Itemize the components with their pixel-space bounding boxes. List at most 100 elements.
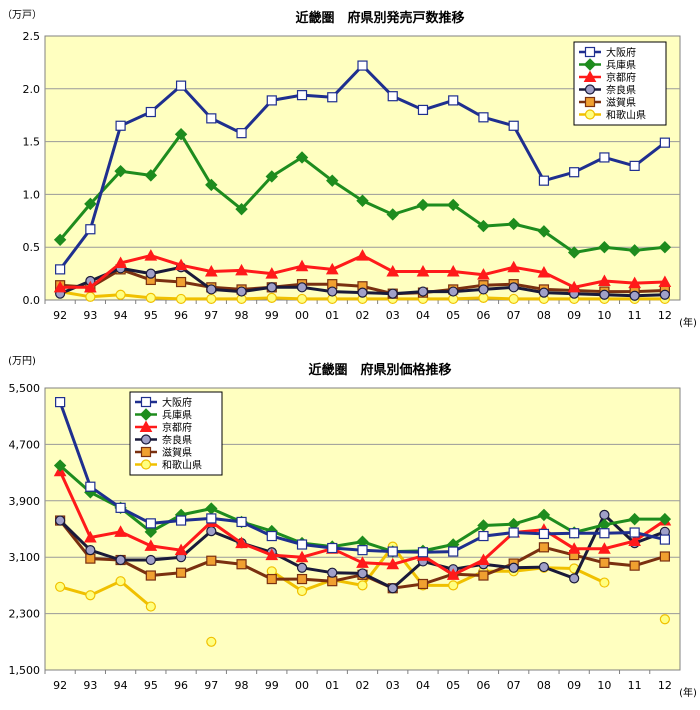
- data-point: [296, 293, 308, 305]
- legend-entry: 奈良県: [606, 84, 636, 97]
- data-point: [478, 292, 489, 303]
- x-tick-label: 12: [658, 309, 672, 322]
- x-tick-label: 03: [386, 309, 400, 322]
- x-tick-label: 05: [446, 309, 460, 322]
- data-point: [174, 543, 188, 556]
- x-tick-label: 96: [174, 679, 188, 692]
- data-point: [598, 240, 611, 254]
- data-point: [599, 528, 610, 539]
- data-point: [478, 530, 489, 542]
- data-point: [55, 581, 66, 592]
- data-point: [145, 570, 156, 581]
- data-point: [538, 175, 550, 186]
- legend-entry: 兵庫県: [606, 59, 636, 72]
- data-point: [567, 280, 581, 293]
- data-point: [206, 555, 217, 566]
- data-point: [175, 515, 187, 526]
- y-axis-unit: (万円): [8, 356, 36, 367]
- data-point: [296, 573, 308, 585]
- data-point: [508, 527, 519, 538]
- data-point: [629, 290, 640, 301]
- y-tick-label: 3,900: [9, 495, 41, 508]
- data-point: [659, 534, 670, 545]
- legend-entry: 滋賀県: [162, 446, 192, 459]
- data-point: [417, 578, 429, 590]
- x-tick-label: 93: [83, 309, 97, 322]
- x-tick-label: 94: [114, 309, 128, 322]
- legend-entry: 和歌山県: [606, 109, 646, 122]
- data-point: [84, 197, 97, 211]
- x-tick-label: 00: [295, 309, 309, 322]
- y-tick-label: 2.0: [23, 83, 41, 96]
- y-tick-label: 0.5: [23, 241, 41, 254]
- x-tick-label: 99: [265, 309, 279, 322]
- data-point: [145, 601, 156, 612]
- data-point: [357, 580, 368, 591]
- data-point: [538, 542, 550, 553]
- data-point: [174, 258, 188, 271]
- data-point: [206, 113, 217, 124]
- data-point: [265, 267, 279, 279]
- data-point: [567, 246, 581, 259]
- data-point: [416, 198, 430, 212]
- x-tick-label: 97: [204, 679, 218, 692]
- data-point: [508, 293, 519, 305]
- data-point: [387, 546, 398, 557]
- x-axis-unit: (年): [679, 316, 697, 329]
- legend-marker: [139, 408, 153, 421]
- x-tick-label: 02: [356, 309, 370, 322]
- legend-marker: [584, 96, 596, 108]
- x-tick-label: 04: [416, 309, 430, 322]
- data-point: [567, 542, 581, 554]
- data-point: [659, 614, 670, 625]
- legend-entry: 大阪府: [162, 396, 192, 409]
- x-tick-label: 03: [386, 679, 400, 692]
- data-point: [145, 268, 156, 279]
- data-point: [569, 573, 580, 584]
- data-point: [115, 576, 126, 587]
- legend-entry: 滋賀県: [606, 96, 636, 109]
- data-point: [174, 128, 188, 141]
- data-point: [206, 526, 217, 537]
- data-point: [658, 275, 672, 288]
- data-point: [538, 561, 550, 573]
- x-tick-label: 92: [53, 679, 67, 692]
- data-point: [507, 260, 521, 273]
- data-point: [357, 568, 368, 579]
- chart-title: 近畿圏 府県別発売戸数推移: [295, 10, 464, 26]
- data-point: [629, 527, 640, 538]
- data-point: [84, 280, 97, 293]
- data-point: [84, 530, 97, 543]
- data-point: [115, 289, 126, 300]
- chart-supply-units: 近畿圏 府県別発売戸数推移 （万戸） 0.0 0.5 1.0 1.5 2.0 2.5 92 93 9…: [2, 9, 697, 329]
- legend-entry: 京都府: [162, 421, 192, 434]
- series-兵庫県: [53, 128, 672, 259]
- legend-entry: 和歌山県: [162, 459, 202, 472]
- data-point: [296, 562, 308, 573]
- x-tick-label: 01: [325, 679, 339, 692]
- data-point: [85, 553, 96, 564]
- data-point: [538, 528, 550, 540]
- y-tick-label: 3,100: [9, 551, 41, 564]
- legend-marker: [583, 70, 597, 82]
- data-point: [53, 280, 67, 293]
- data-point: [477, 553, 490, 566]
- data-point: [144, 249, 158, 261]
- data-point: [145, 554, 156, 566]
- data-point: [387, 91, 398, 102]
- data-point: [447, 198, 460, 212]
- data-point: [325, 262, 339, 275]
- data-point: [235, 202, 248, 216]
- data-point: [55, 264, 66, 275]
- data-point: [477, 268, 490, 280]
- data-point: [599, 577, 610, 588]
- data-point: [417, 104, 429, 116]
- x-tick-label: 95: [144, 679, 158, 692]
- data-point: [144, 169, 158, 182]
- data-point: [85, 545, 96, 556]
- data-point: [628, 276, 641, 289]
- legend-entry: 大阪府: [606, 46, 636, 59]
- x-tick-label: 09: [567, 679, 581, 692]
- data-point: [327, 567, 338, 578]
